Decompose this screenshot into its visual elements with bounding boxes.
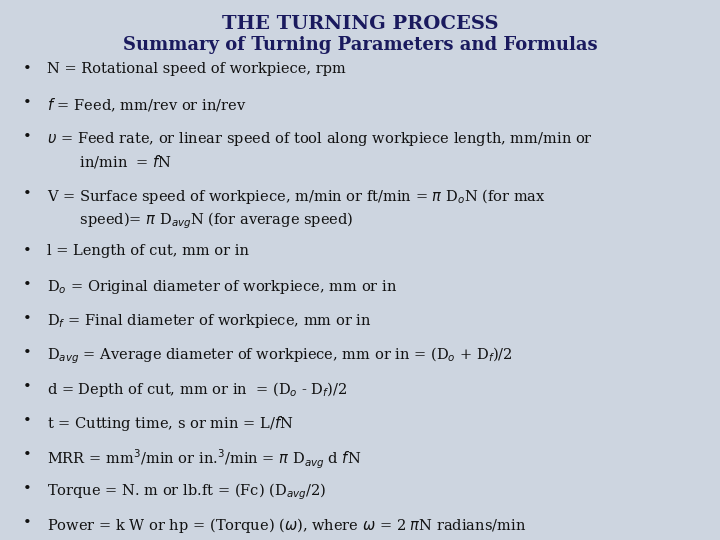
Text: Torque = N. m or lb.ft = (Fc) (D$_{avg}$/2): Torque = N. m or lb.ft = (Fc) (D$_{avg}$… bbox=[47, 482, 326, 502]
Text: •: • bbox=[23, 414, 32, 428]
Text: d = Depth of cut, mm or in  = (D$_o$ - D$_f$)/2: d = Depth of cut, mm or in = (D$_o$ - D$… bbox=[47, 380, 347, 399]
Text: •: • bbox=[23, 96, 32, 110]
Text: $\it{f}$ = Feed, mm/rev or in/rev: $\it{f}$ = Feed, mm/rev or in/rev bbox=[47, 96, 246, 113]
Text: •: • bbox=[23, 187, 32, 201]
Text: D$_{avg}$ = Average diameter of workpiece, mm or in = (D$_o$ + D$_f$)/2: D$_{avg}$ = Average diameter of workpiec… bbox=[47, 346, 513, 366]
Text: •: • bbox=[23, 448, 32, 462]
Text: •: • bbox=[23, 312, 32, 326]
Text: D$_f$ = Final diameter of workpiece, mm or in: D$_f$ = Final diameter of workpiece, mm … bbox=[47, 312, 372, 329]
Text: •: • bbox=[23, 380, 32, 394]
Text: •: • bbox=[23, 516, 32, 530]
Text: •: • bbox=[23, 62, 32, 76]
Text: t = Cutting time, s or min = L/$\it{f}$N: t = Cutting time, s or min = L/$\it{f}$N bbox=[47, 414, 293, 433]
Text: •: • bbox=[23, 346, 32, 360]
Text: •: • bbox=[23, 130, 32, 144]
Text: $\upsilon$ = Feed rate, or linear speed of tool along workpiece length, mm/min o: $\upsilon$ = Feed rate, or linear speed … bbox=[47, 130, 593, 170]
Text: N = Rotational speed of workpiece, rpm: N = Rotational speed of workpiece, rpm bbox=[47, 62, 346, 76]
Text: V = Surface speed of workpiece, m/min or ft/min = $\pi$ D$_o$N (for max
       s: V = Surface speed of workpiece, m/min or… bbox=[47, 187, 546, 231]
Text: THE TURNING PROCESS: THE TURNING PROCESS bbox=[222, 15, 498, 33]
Text: l = Length of cut, mm or in: l = Length of cut, mm or in bbox=[47, 244, 249, 258]
Text: •: • bbox=[23, 482, 32, 496]
Text: •: • bbox=[23, 278, 32, 292]
Text: •: • bbox=[23, 244, 32, 258]
Text: Power = k W or hp = (Torque) ($\omega$), where $\omega$ = 2 $\pi$N radians/min: Power = k W or hp = (Torque) ($\omega$),… bbox=[47, 516, 526, 535]
Text: Summary of Turning Parameters and Formulas: Summary of Turning Parameters and Formul… bbox=[122, 36, 598, 54]
Text: D$_o$ = Original diameter of workpiece, mm or in: D$_o$ = Original diameter of workpiece, … bbox=[47, 278, 397, 295]
Text: MRR = mm$^3$/min or in.$^3$/min = $\pi$ D$_{avg}$ d $\it{f}$N: MRR = mm$^3$/min or in.$^3$/min = $\pi$ … bbox=[47, 448, 361, 471]
